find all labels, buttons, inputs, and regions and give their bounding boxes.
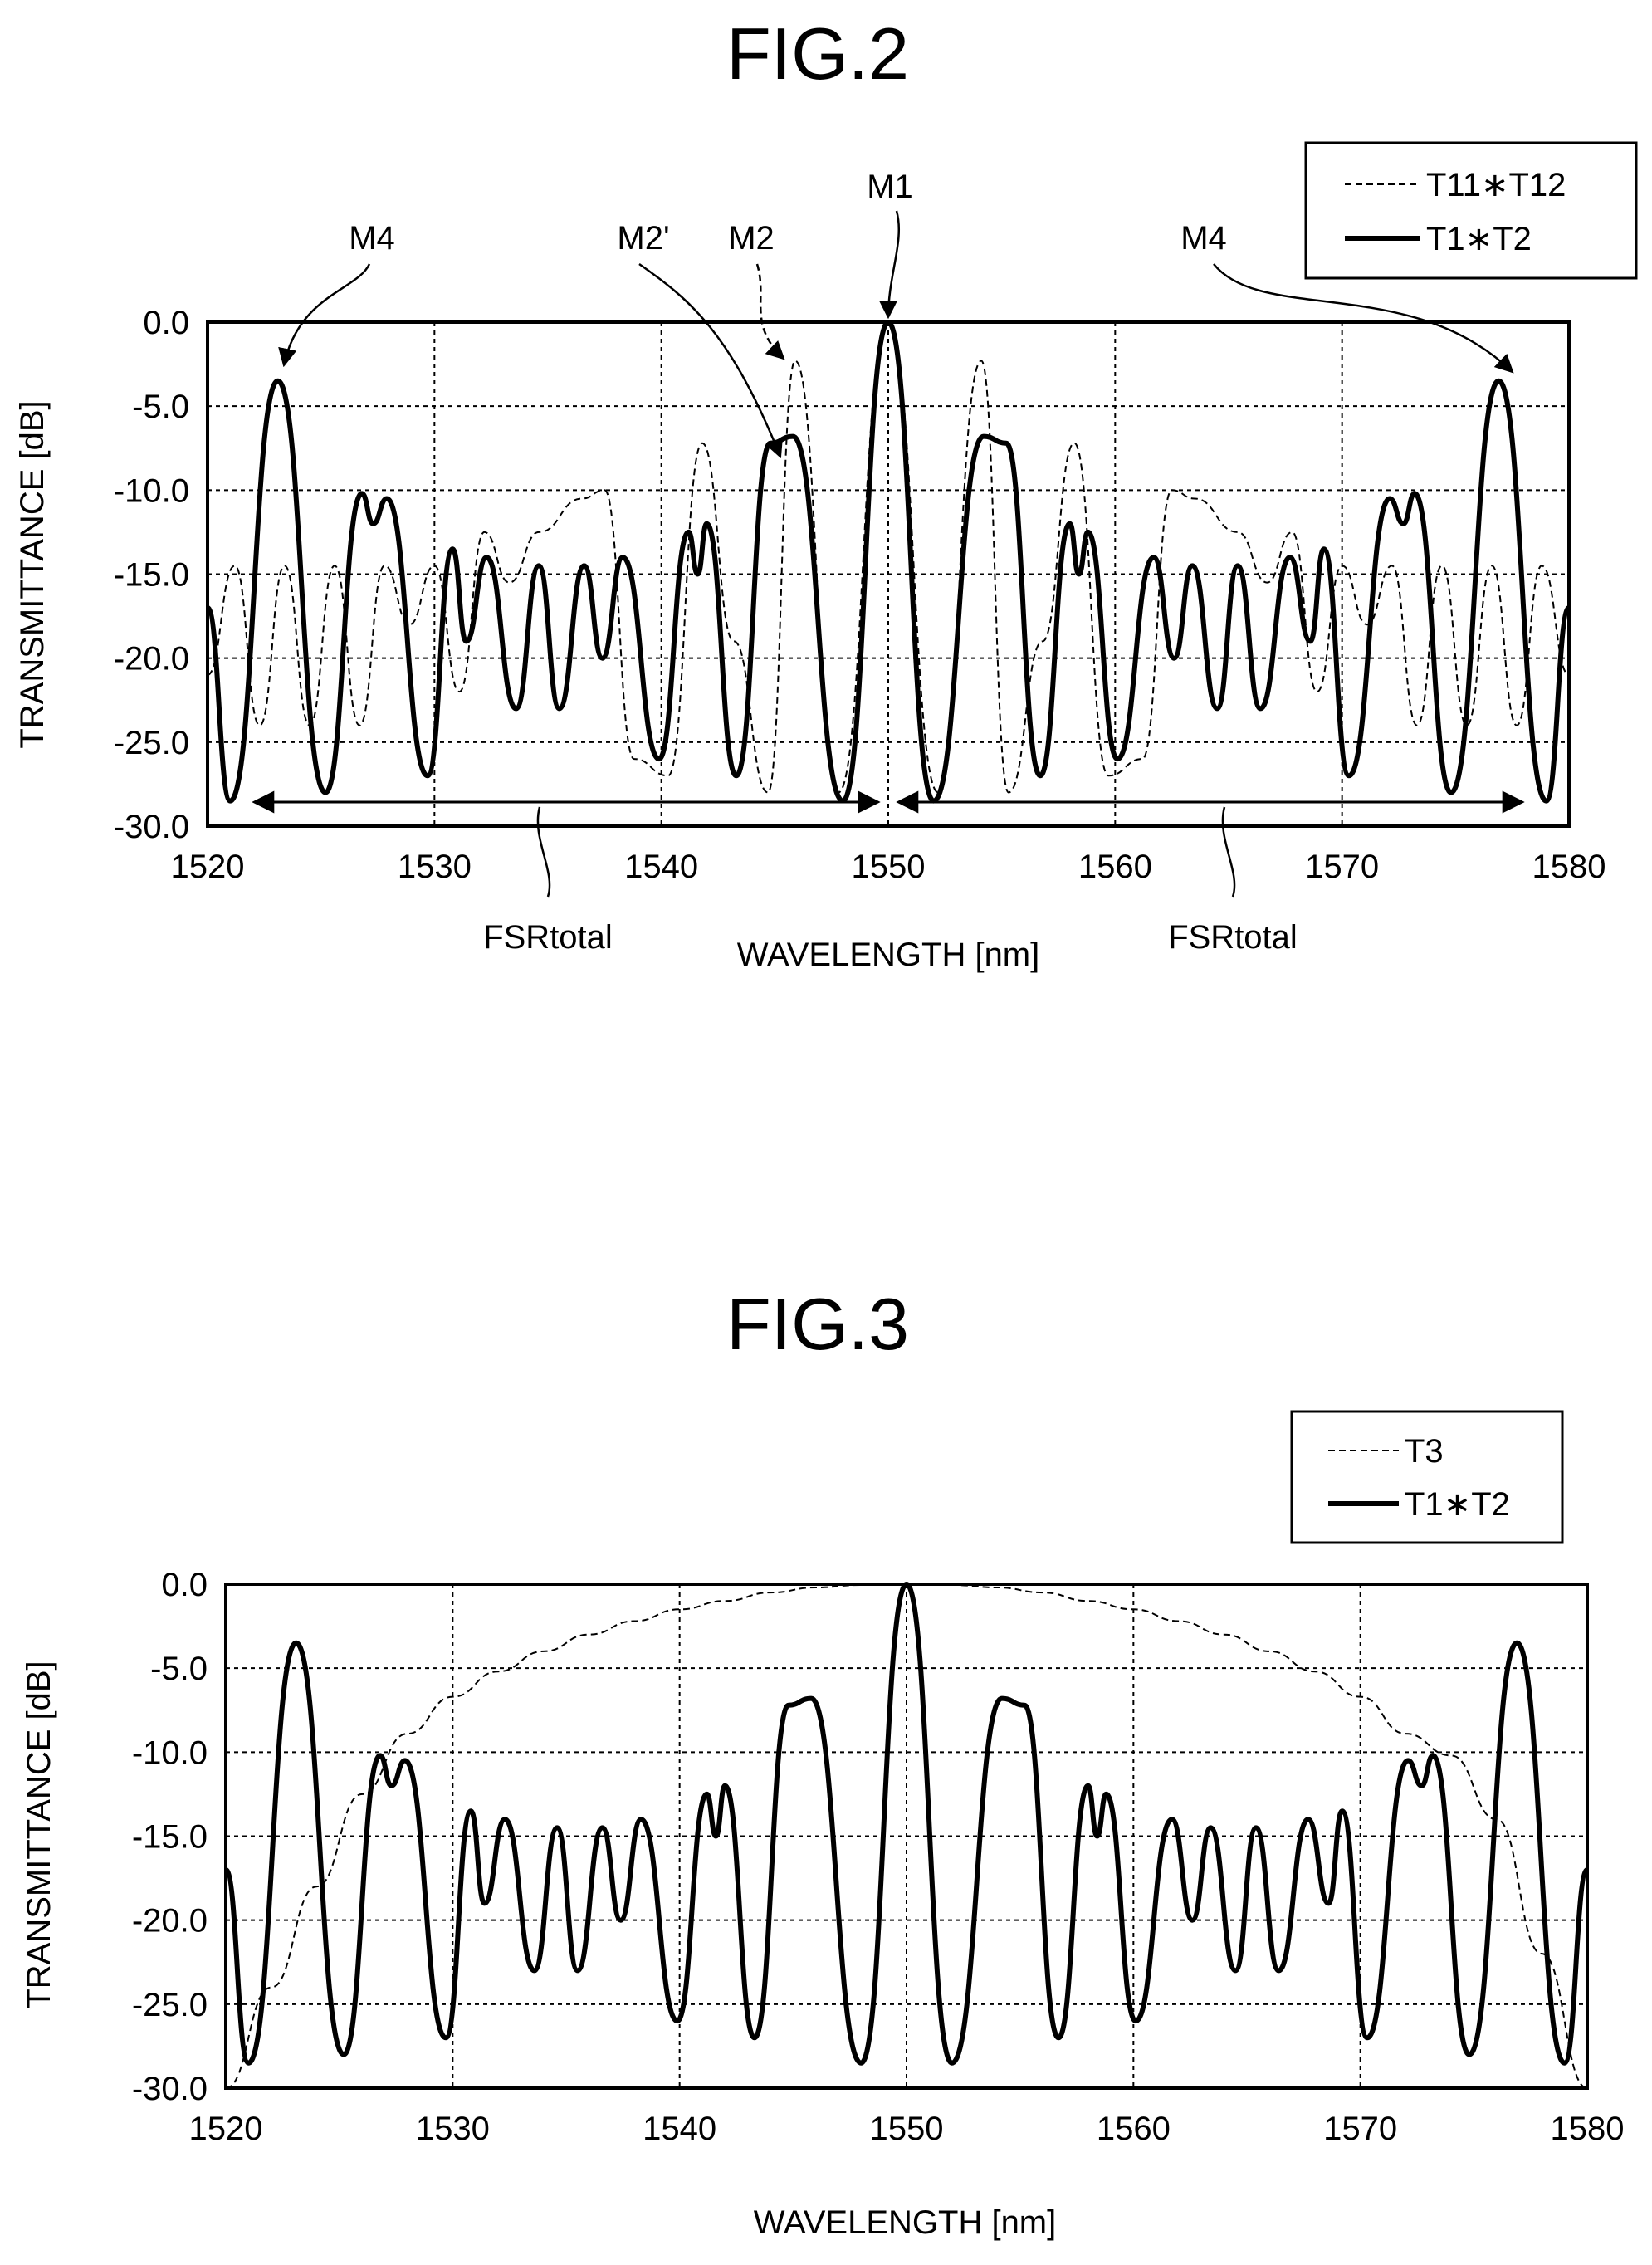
figure-2-legend-box xyxy=(1304,141,1638,280)
figure-3-legend: T3 T1∗T2 xyxy=(1290,1410,1564,1544)
y-tick-label: -10.0 xyxy=(132,1734,208,1771)
y-tick-label: 0.0 xyxy=(143,305,189,341)
annotation-m1-arrow xyxy=(878,210,900,320)
figure-3-legend-box xyxy=(1290,1410,1564,1544)
figure-2-grid xyxy=(208,322,1569,826)
figure-3: FIG.3 1520 1530 1540 1550 1560 1570 1580 0.0 -5.… xyxy=(21,1283,1624,2241)
y-tick-label: -20.0 xyxy=(132,1903,208,1940)
annotation-m1: M1 xyxy=(867,169,913,205)
annotation-m4-right-arrow xyxy=(1213,263,1514,374)
figure-3-x-axis-label: WAVELENGTH [nm] xyxy=(754,2204,1057,2241)
x-tick-label: 1540 xyxy=(624,849,698,885)
x-tick-label: 1530 xyxy=(398,849,472,885)
figure-3-legend-entry-1: T3 xyxy=(1405,1433,1444,1470)
y-tick-label: -30.0 xyxy=(114,809,189,845)
figure-3-grid xyxy=(226,1584,1587,2088)
figure-2-tick-labels: 1520 1530 1540 1550 1560 1570 1580 0.0 -5.0 -10.0… xyxy=(114,305,1606,885)
figure-2: FIG.2 1520 1530 1540 1550 1560 1570 1580 0.0 -5.… xyxy=(14,12,1638,973)
y-tick-label: -5.0 xyxy=(150,1651,208,1687)
figure-2-title: FIG.2 xyxy=(726,12,909,95)
x-tick-label: 1520 xyxy=(189,2111,263,2147)
x-tick-label: 1550 xyxy=(852,849,926,885)
annotation-fsr-left: FSRtotal xyxy=(483,919,613,956)
y-tick-label: -5.0 xyxy=(132,389,189,425)
x-tick-label: 1550 xyxy=(870,2111,944,2147)
figure-2-legend: T11∗T12 T1∗T2 xyxy=(1304,141,1638,280)
x-tick-label: 1560 xyxy=(1078,849,1152,885)
y-tick-label: -25.0 xyxy=(132,1987,208,2023)
annotation-m4-left: M4 xyxy=(349,220,395,257)
annotation-m2-prime-arrow xyxy=(638,262,783,459)
y-tick-label: -30.0 xyxy=(132,2071,208,2107)
y-tick-label: -25.0 xyxy=(114,725,189,761)
x-tick-label: 1570 xyxy=(1305,849,1379,885)
figure-2-legend-entry-1: T11∗T12 xyxy=(1426,167,1566,203)
y-tick-label: 0.0 xyxy=(161,1567,208,1603)
figure-2-annotations: M4 M2' M2 M1 M4 FSRtotal FSRtotal xyxy=(252,169,1525,956)
figure-3-title: FIG.3 xyxy=(726,1283,909,1365)
x-tick-label: 1580 xyxy=(1551,2111,1625,2147)
annotation-m4-right: M4 xyxy=(1180,220,1227,257)
figure-2-y-axis-label: TRANSMITTANCE [dB] xyxy=(14,400,51,748)
figure-3-legend-entry-2: T1∗T2 xyxy=(1405,1486,1510,1523)
y-tick-label: -15.0 xyxy=(114,557,189,594)
x-tick-label: 1570 xyxy=(1323,2111,1397,2147)
y-tick-label: -20.0 xyxy=(114,641,189,678)
y-tick-label: -10.0 xyxy=(114,472,189,509)
fsr-right-leader xyxy=(1221,806,1236,898)
annotation-fsr-right: FSRtotal xyxy=(1168,919,1298,956)
figure-3-y-axis-label: TRANSMITTANCE [dB] xyxy=(21,1661,57,2008)
y-tick-label: -15.0 xyxy=(132,1819,208,1856)
figure-2-x-axis-label: WAVELENGTH [nm] xyxy=(737,937,1040,973)
figure-2-plot-frame xyxy=(206,320,1571,828)
fsr-left-leader xyxy=(536,806,551,898)
annotation-m2-arrow xyxy=(755,263,785,360)
x-tick-label: 1530 xyxy=(416,2111,490,2147)
annotation-m2: M2 xyxy=(728,220,775,257)
figure-3-plot-frame xyxy=(224,1583,1589,2090)
annotation-m2-prime: M2' xyxy=(617,220,669,257)
x-tick-label: 1580 xyxy=(1532,849,1606,885)
x-tick-label: 1540 xyxy=(643,2111,716,2147)
figure-2-legend-entry-2: T1∗T2 xyxy=(1426,221,1532,257)
x-tick-label: 1520 xyxy=(171,849,245,885)
figure-3-tick-labels: 1520 1530 1540 1550 1560 1570 1580 0.0 -5.0 -10.0… xyxy=(132,1567,1625,2147)
annotation-m4-left-arrow xyxy=(278,263,371,368)
x-tick-label: 1560 xyxy=(1097,2111,1171,2147)
